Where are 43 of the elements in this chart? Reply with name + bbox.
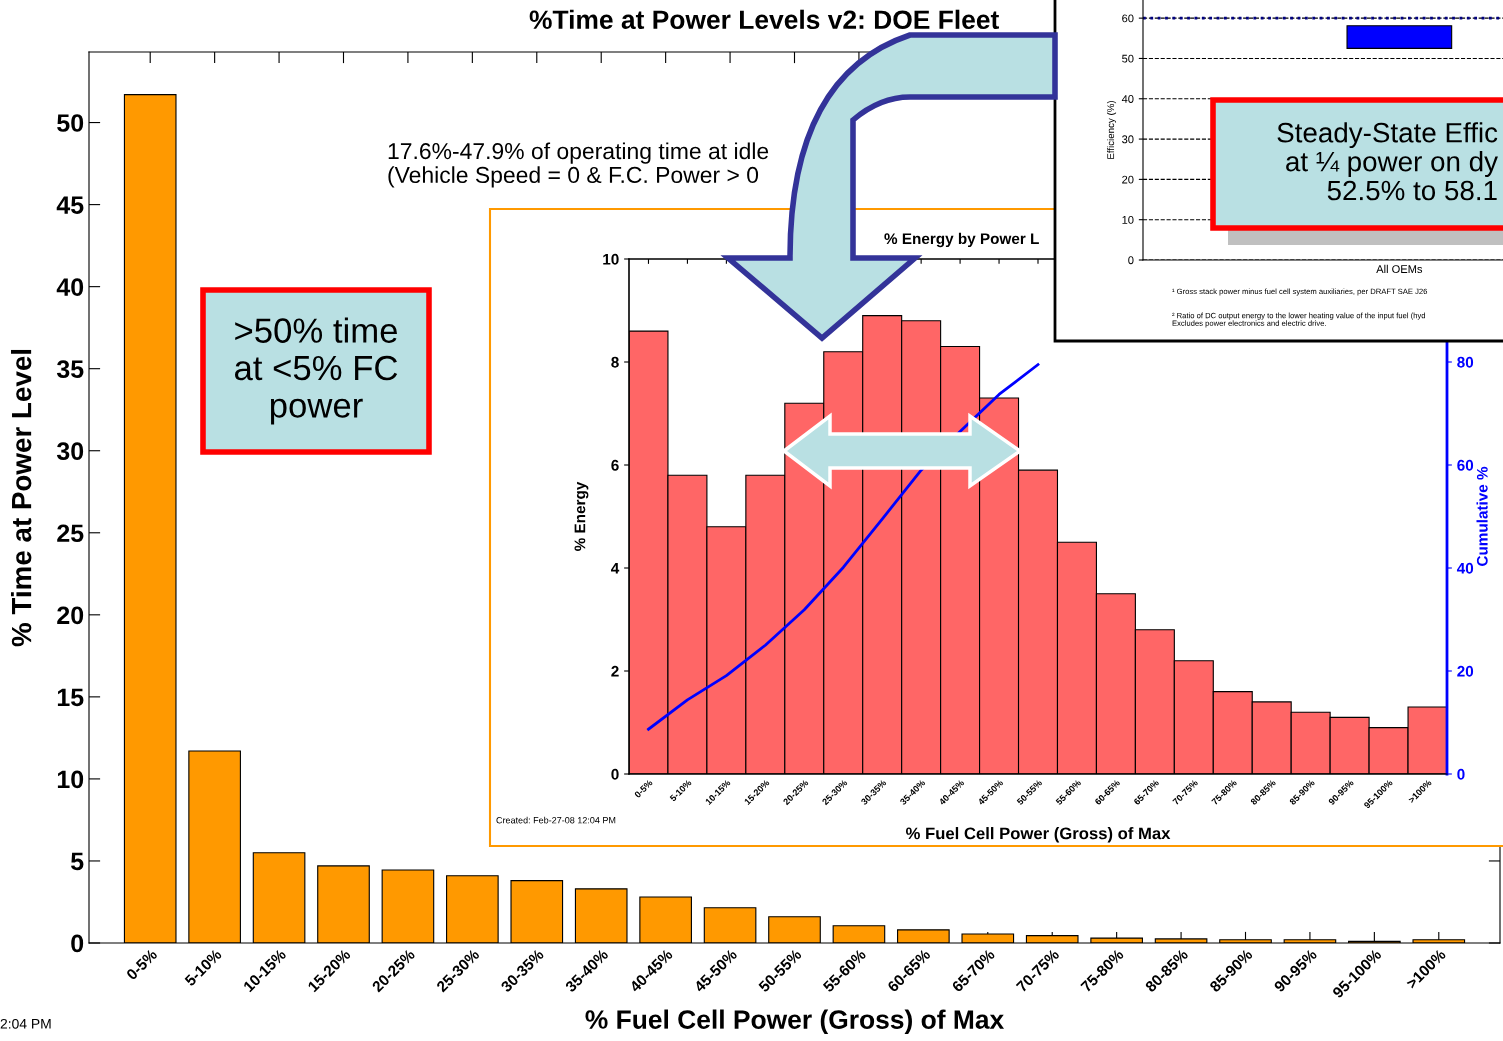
text: 2:04 PM [0, 1018, 51, 1029]
y-tick-label: 10 [603, 253, 619, 265]
y-tick-label: 4 [611, 563, 620, 574]
y-tick-label: 50 [57, 114, 84, 132]
y-tick-label: 40 [56, 278, 84, 296]
chart-title: % Energy by Power L [884, 232, 1039, 248]
y-tick-label: 25 [57, 524, 84, 543]
y2-tick-label: 80 [1457, 356, 1474, 368]
y2-tick-label: 60 [1457, 459, 1474, 471]
y-axis-title: Efficiency (%) [1107, 100, 1117, 159]
y-tick-label: 20 [1122, 175, 1134, 184]
y-axis-title: % Energy [574, 481, 589, 551]
y-tick-label: 20 [57, 606, 84, 625]
x-axis-title: % Fuel Cell Power (Gross) of Max [905, 827, 1171, 843]
annotation: 17.6%-47.9% of operating time at idle (Vehicle Speed = 0 & F.C. Power > 0 [388, 142, 769, 188]
y-tick-label: 0 [1128, 256, 1134, 265]
y-tick-label: 40 [1121, 95, 1134, 103]
chart-title: %Time at Power Levels v2: DOE Fleet [529, 9, 999, 30]
annotation: >50% time at <5% FC power [234, 317, 398, 425]
y-tick-label: 5 [71, 852, 84, 871]
y-tick-label: 30 [1122, 135, 1134, 144]
annotation: Steady-State Effic at ¼ power on dy 52.5% to 58.1 [1277, 122, 1498, 201]
y-tick-label: 35 [56, 360, 84, 379]
y-tick-label: 60 [1122, 14, 1134, 23]
y-tick-label: 10 [1122, 215, 1134, 224]
y-tick-label: 10 [57, 770, 84, 789]
y-tick-label: 8 [611, 356, 619, 368]
annotation: Created: Feb-27-08 12:04 PM [496, 816, 616, 824]
y2-axis-title: Cumulative % [1476, 466, 1488, 566]
y-tick-label: 0 [611, 768, 619, 780]
y-tick-label: 30 [56, 442, 84, 461]
y2-tick-label: 20 [1457, 665, 1474, 677]
y2-tick-label: 0 [1457, 768, 1465, 780]
y2-tick-label: 40 [1456, 562, 1474, 574]
y-tick-label: 15 [57, 688, 84, 707]
y-tick-label: 50 [1122, 54, 1134, 63]
y-tick-label: 6 [611, 459, 619, 471]
y-tick-label: 45 [56, 196, 84, 214]
y-tick-label: 2 [611, 665, 619, 677]
y-tick-label: 0 [71, 934, 84, 953]
x-tick-label: All OEMs [1376, 264, 1423, 274]
y-axis-title: % Time at Power Level [11, 349, 32, 647]
x-axis-title: % Fuel Cell Power (Gross) of Max [585, 1009, 1005, 1035]
